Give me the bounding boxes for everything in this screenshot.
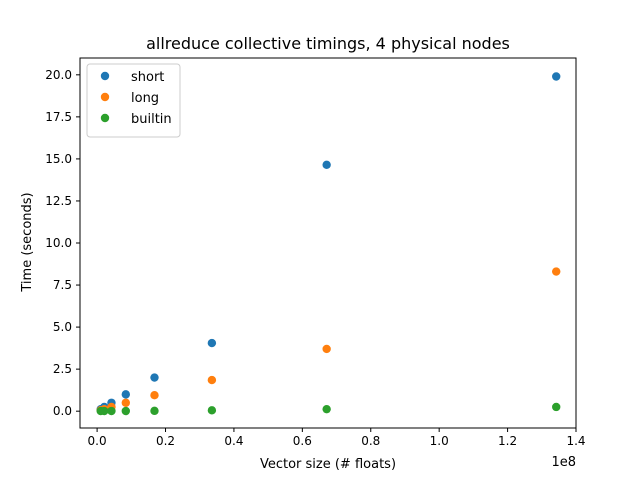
data-point: [207, 338, 217, 348]
y-tick-label: 12.5: [45, 194, 72, 208]
data-point: [322, 404, 331, 414]
x-tick-label: 0.8: [361, 434, 380, 448]
y-tick-label: 15.0: [45, 152, 72, 166]
chart-title: allreduce collective timings, 4 physical…: [146, 34, 510, 53]
legend-label: builtin: [131, 112, 172, 127]
data-point: [552, 402, 561, 412]
legend-marker: [100, 92, 110, 102]
data-point: [207, 406, 217, 415]
y-tick-label: 17.5: [45, 110, 72, 124]
data-point: [552, 267, 561, 276]
x-tick-label: 1.4: [566, 434, 585, 448]
y-axis-label: Time (seconds): [20, 192, 35, 292]
data-point: [121, 398, 130, 407]
legend-item-long: long: [100, 91, 159, 106]
x-tick-label: 1.2: [498, 434, 517, 448]
x-tick-label: 0.2: [156, 434, 175, 448]
data-point: [150, 391, 159, 400]
legend-item-short: short: [100, 70, 164, 85]
y-tick-label: 0.0: [53, 404, 72, 418]
x-tick-label: 0.4: [224, 434, 243, 448]
data-point: [207, 375, 217, 385]
x-tick-label: 0.0: [88, 434, 107, 448]
y-tick-label: 2.5: [53, 362, 72, 376]
series-layer: [96, 72, 561, 416]
data-point: [322, 344, 331, 354]
y-tick-label: 7.5: [53, 278, 72, 292]
data-point: [322, 160, 331, 169]
y-tick-label: 20.0: [45, 68, 72, 82]
data-point: [121, 406, 130, 416]
legend-item-builtin: builtin: [100, 112, 172, 127]
legend-label: short: [131, 70, 164, 85]
data-point: [150, 373, 159, 382]
legend-label: long: [131, 91, 159, 106]
x-axis-offset-label: 1e8: [551, 455, 576, 470]
legend-marker: [100, 71, 110, 81]
y-tick-label: 5.0: [53, 320, 72, 334]
x-axis: 0.0 0.2 0.4 0.6 0.8 1.0 1.2 1.4: [88, 428, 586, 448]
plot-frame: [79, 57, 577, 429]
data-point: [150, 406, 159, 416]
y-tick-label: 10.0: [45, 236, 72, 250]
data-point: [107, 406, 116, 416]
x-tick-label: 0.6: [293, 434, 312, 448]
data-point: [121, 390, 130, 399]
legend: short long builtin: [86, 63, 181, 138]
x-tick-label: 1.0: [430, 434, 449, 448]
legend-marker: [100, 113, 110, 123]
y-axis: 0.0 2.5 5.0 7.5 10.0 12.5 15.0 17.5 20.0: [45, 68, 80, 418]
data-point: [100, 406, 109, 416]
series-builtin: [96, 402, 561, 416]
x-axis-label: Vector size (# floats): [260, 457, 396, 472]
data-point: [552, 72, 561, 81]
legend-box: [86, 63, 181, 138]
